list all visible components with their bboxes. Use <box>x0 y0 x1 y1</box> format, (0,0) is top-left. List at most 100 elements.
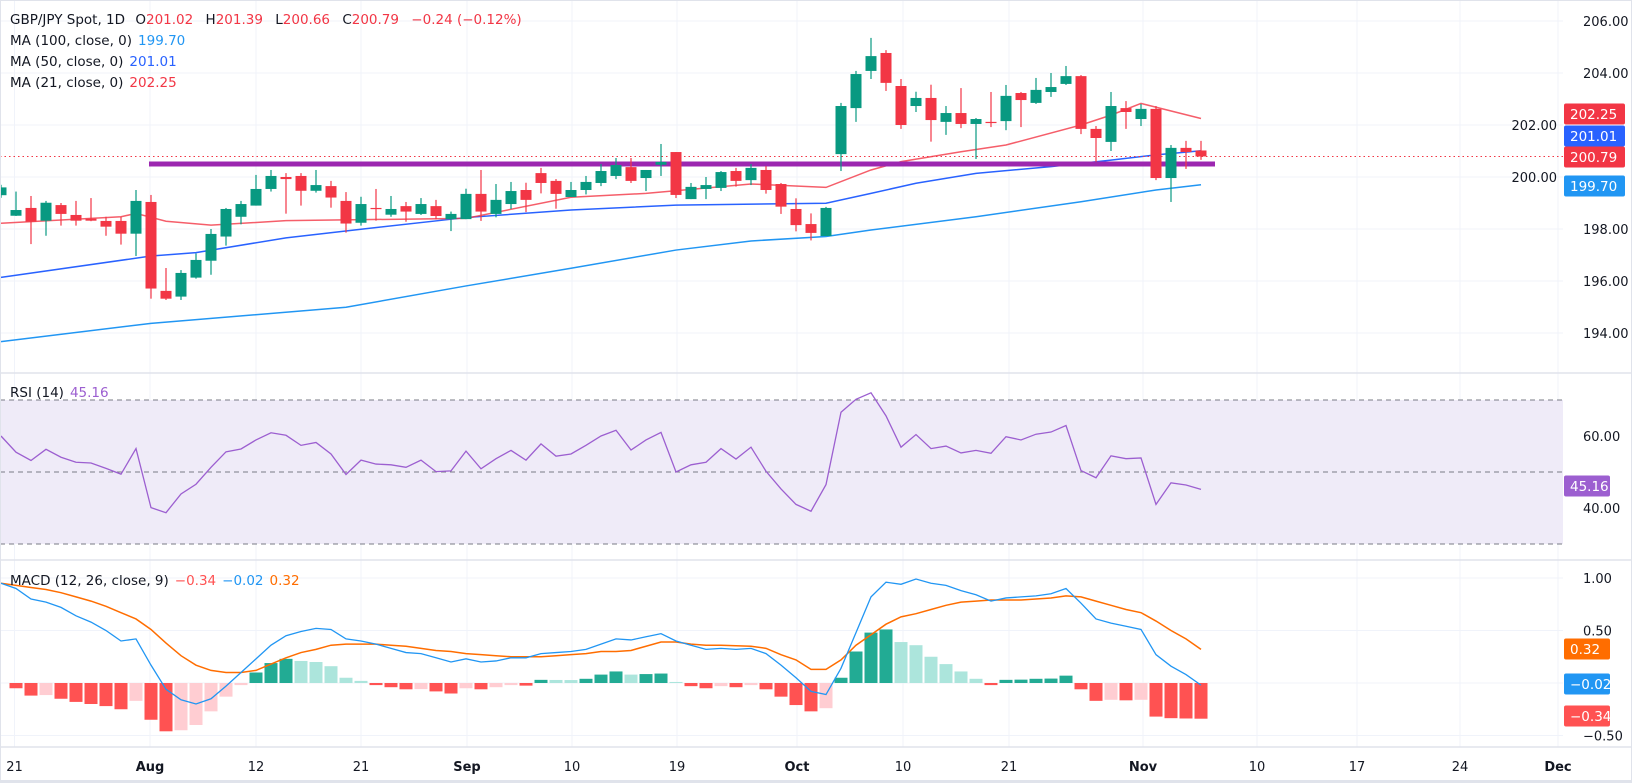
price-pane[interactable] <box>0 37 1563 343</box>
candle[interactable] <box>940 106 952 135</box>
candle[interactable] <box>490 184 502 218</box>
candle[interactable] <box>820 206 832 237</box>
ma50-legend[interactable]: MA (50, close, 0) 201.01 <box>10 52 183 72</box>
candle[interactable] <box>250 174 262 206</box>
candle[interactable] <box>535 167 547 194</box>
candle-body <box>85 218 97 221</box>
candle[interactable] <box>1030 77 1042 104</box>
candle[interactable] <box>850 70 862 122</box>
candle[interactable] <box>415 198 427 215</box>
candle[interactable] <box>145 194 157 299</box>
candle[interactable] <box>580 175 592 195</box>
candle[interactable] <box>895 78 907 129</box>
candle[interactable] <box>265 169 277 192</box>
candle[interactable] <box>295 173 307 206</box>
candle[interactable] <box>925 84 937 142</box>
macd-legend[interactable]: MACD (12, 26, close, 9) −0.34 −0.02 0.32 <box>10 571 306 591</box>
rsi-pane[interactable] <box>0 391 1202 514</box>
candle[interactable] <box>670 152 682 199</box>
candle[interactable] <box>100 216 112 236</box>
candle[interactable] <box>85 198 97 222</box>
candle[interactable] <box>1195 140 1207 160</box>
candle[interactable] <box>175 270 187 300</box>
candle[interactable] <box>715 171 727 192</box>
candle[interactable] <box>325 180 337 208</box>
candle[interactable] <box>1120 101 1132 129</box>
candle[interactable] <box>1105 91 1117 151</box>
candle[interactable] <box>745 164 757 186</box>
candle[interactable] <box>190 253 202 279</box>
candle[interactable] <box>1015 91 1027 128</box>
rsi-legend[interactable]: RSI (14) 45.16 <box>10 383 115 403</box>
candle[interactable] <box>640 169 652 192</box>
candle[interactable] <box>730 167 742 187</box>
candle[interactable] <box>340 192 352 233</box>
candle[interactable] <box>55 203 67 226</box>
candle[interactable] <box>625 158 637 183</box>
candle[interactable] <box>985 91 997 128</box>
macd-histogram-bar <box>114 683 128 710</box>
candle[interactable] <box>685 182 697 200</box>
candle[interactable] <box>0 184 7 198</box>
candle[interactable] <box>610 158 622 180</box>
candle[interactable] <box>475 169 487 221</box>
macd-axis-label: 1.00 <box>1583 572 1612 587</box>
candle[interactable] <box>1090 126 1102 162</box>
candle[interactable] <box>355 196 367 226</box>
price-badge-text: 201.01 <box>1570 129 1617 145</box>
candle[interactable] <box>235 200 247 225</box>
candle[interactable] <box>205 229 217 275</box>
candle[interactable] <box>1075 75 1087 135</box>
candle[interactable] <box>115 216 127 245</box>
candle[interactable] <box>865 37 877 79</box>
macd-hist-value: −0.34 <box>174 573 217 589</box>
candle[interactable] <box>25 195 37 245</box>
candle[interactable] <box>400 201 412 222</box>
candle[interactable] <box>970 117 982 160</box>
symbol-title[interactable]: GBP/JPY Spot, 1D <box>10 12 126 28</box>
macd-pane[interactable] <box>0 578 1208 732</box>
candle[interactable] <box>835 102 847 172</box>
candle[interactable] <box>1180 140 1192 169</box>
candle[interactable] <box>220 207 232 246</box>
candle[interactable] <box>910 91 922 112</box>
candle[interactable] <box>595 164 607 187</box>
candle[interactable] <box>385 195 397 217</box>
candle[interactable] <box>430 199 442 220</box>
candle[interactable] <box>70 200 82 226</box>
ma21-legend[interactable]: MA (21, close, 0) 202.25 <box>10 73 183 93</box>
candle[interactable] <box>955 88 967 129</box>
candle[interactable] <box>520 182 532 213</box>
candle[interactable] <box>790 198 802 232</box>
candle[interactable] <box>760 166 772 194</box>
candle[interactable] <box>370 188 382 221</box>
candle[interactable] <box>655 143 667 176</box>
candle[interactable] <box>550 179 562 209</box>
candle[interactable] <box>1150 106 1162 181</box>
candle[interactable] <box>310 169 322 193</box>
candle[interactable] <box>505 181 517 209</box>
ma100-legend[interactable]: MA (100, close, 0) 199.70 <box>10 31 191 51</box>
candle[interactable] <box>1135 103 1147 127</box>
candle[interactable] <box>805 213 817 241</box>
candle[interactable] <box>130 190 142 257</box>
candle[interactable] <box>1045 73 1057 97</box>
candle[interactable] <box>565 181 577 198</box>
candle[interactable] <box>40 200 52 236</box>
candle[interactable] <box>280 173 292 214</box>
candle[interactable] <box>700 177 712 200</box>
candle[interactable] <box>10 191 22 216</box>
macd-histogram-bar <box>669 681 683 683</box>
candle[interactable] <box>160 268 172 300</box>
candle[interactable] <box>1000 84 1012 131</box>
candle-body <box>1180 147 1192 153</box>
candle[interactable] <box>880 50 892 91</box>
candle[interactable] <box>445 211 457 232</box>
ma21-label: MA (21, close, 0) <box>10 75 124 91</box>
candle[interactable] <box>775 182 787 214</box>
candle[interactable] <box>1165 145 1177 202</box>
candle[interactable] <box>460 188 472 220</box>
macd-histogram-bar <box>9 683 23 689</box>
candle[interactable] <box>1060 65 1072 85</box>
